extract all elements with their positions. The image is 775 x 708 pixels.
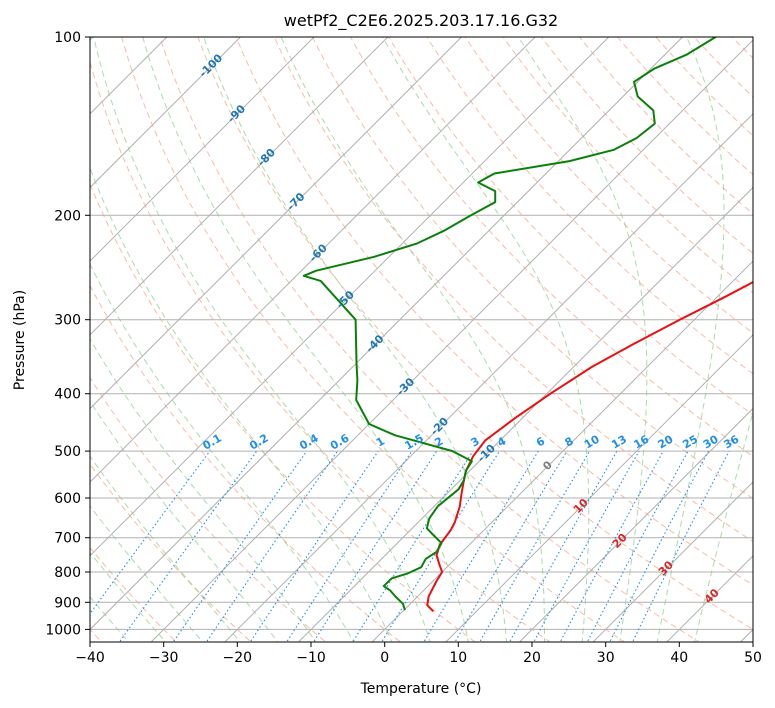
dry-adiabat	[350, 37, 753, 457]
dry-adiabat	[90, 182, 476, 642]
isotherm-line	[90, 37, 610, 557]
moist-adiabat	[203, 37, 508, 642]
mixing-ratio-line	[508, 450, 618, 642]
x-tick-label: 50	[744, 650, 762, 666]
isotherm-line	[518, 407, 753, 642]
y-tick-label: 900	[54, 595, 81, 611]
isotherm-line	[90, 37, 463, 410]
isotherm-line	[90, 37, 315, 262]
y-tick-label: 500	[54, 444, 81, 460]
isotherm-line	[90, 37, 536, 483]
x-tick-label: 30	[597, 650, 615, 666]
isotherm-line	[592, 481, 753, 642]
mixing-ratio-line	[285, 450, 413, 642]
mixing-ratio-line	[533, 450, 640, 642]
dry-adiabat	[90, 463, 252, 642]
dry-adiabat	[426, 37, 753, 375]
isotherm-line	[150, 39, 753, 642]
moist-adiabat	[90, 262, 355, 642]
y-tick-label: 200	[54, 208, 81, 224]
moist-adiabat	[90, 455, 241, 642]
mixing-ratio-line	[559, 450, 664, 642]
x-tick-label: 20	[523, 650, 541, 666]
dry-adiabat	[90, 284, 402, 642]
mixing-ratio-line	[479, 450, 591, 642]
x-tick-label: 10	[449, 650, 467, 666]
dry-adiabat	[121, 37, 626, 642]
moist-adiabat	[656, 37, 725, 642]
chart-title: wetPf2_C2E6.2025.203.17.16.G32	[284, 11, 558, 31]
x-tick-label: −10	[296, 650, 326, 666]
y-tick-label: 800	[54, 565, 81, 581]
moist-adiabat	[382, 37, 590, 642]
dry-adiabat	[159, 37, 701, 642]
y-tick-label: 1000	[45, 622, 81, 638]
moist-adiabat	[93, 37, 431, 642]
mixing-ratio-line	[586, 450, 689, 642]
moist-adiabat	[280, 37, 545, 642]
dewpoint-profile-line	[302, 37, 717, 611]
temperature-profile-line	[426, 281, 753, 612]
mixing-ratio-line	[454, 450, 568, 642]
y-axis-title: Pressure (hPa)	[12, 290, 28, 390]
mixing-ratio-line	[631, 450, 730, 642]
y-tick-label: 100	[54, 30, 81, 46]
isotherm-line	[445, 334, 753, 642]
dry-adiabat	[655, 37, 753, 137]
moist-adiabat	[693, 409, 753, 642]
isotherm-line	[90, 37, 389, 336]
mixing-ratio-line	[423, 450, 539, 642]
dry-adiabat	[311, 37, 753, 500]
y-tick-label: 600	[54, 491, 81, 507]
x-tick-label: −40	[75, 650, 105, 666]
plot-area	[90, 37, 753, 642]
y-tick-label: 400	[54, 387, 81, 403]
dry-adiabat	[273, 37, 753, 543]
x-tick-label: 0	[380, 650, 389, 666]
isotherm-line	[90, 37, 242, 189]
dry-adiabat	[235, 37, 753, 586]
x-tick-label: −30	[149, 650, 179, 666]
dry-adiabat	[464, 37, 753, 334]
isotherm-line	[297, 186, 753, 642]
x-tick-label: −20	[223, 650, 253, 666]
mixing-ratio-line	[609, 450, 709, 642]
dry-adiabat	[90, 60, 551, 642]
y-tick-label: 300	[54, 313, 81, 329]
moist-adiabat	[90, 400, 279, 642]
moist-adiabat	[142, 37, 469, 642]
isotherm-line	[371, 260, 753, 642]
mixing-ratio-line	[172, 450, 308, 642]
x-tick-label: 40	[670, 650, 688, 666]
moist-adiabat	[90, 337, 317, 642]
isotherm-line	[90, 37, 684, 631]
x-axis-title: Temperature (°C)	[360, 681, 482, 697]
y-tick-label: 700	[54, 531, 81, 547]
mixing-ratio-line	[205, 450, 338, 642]
plot-frame	[89, 36, 754, 643]
isotherm-line	[224, 113, 753, 642]
